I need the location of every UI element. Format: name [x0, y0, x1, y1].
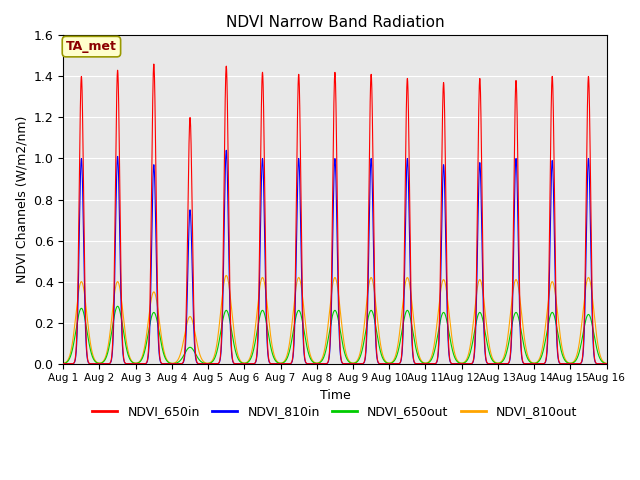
- Y-axis label: NDVI Channels (W/m2/nm): NDVI Channels (W/m2/nm): [15, 116, 28, 283]
- Title: NDVI Narrow Band Radiation: NDVI Narrow Band Radiation: [226, 15, 444, 30]
- Legend: NDVI_650in, NDVI_810in, NDVI_650out, NDVI_810out: NDVI_650in, NDVI_810in, NDVI_650out, NDV…: [88, 400, 582, 423]
- X-axis label: Time: Time: [319, 389, 350, 402]
- Text: TA_met: TA_met: [66, 40, 117, 53]
